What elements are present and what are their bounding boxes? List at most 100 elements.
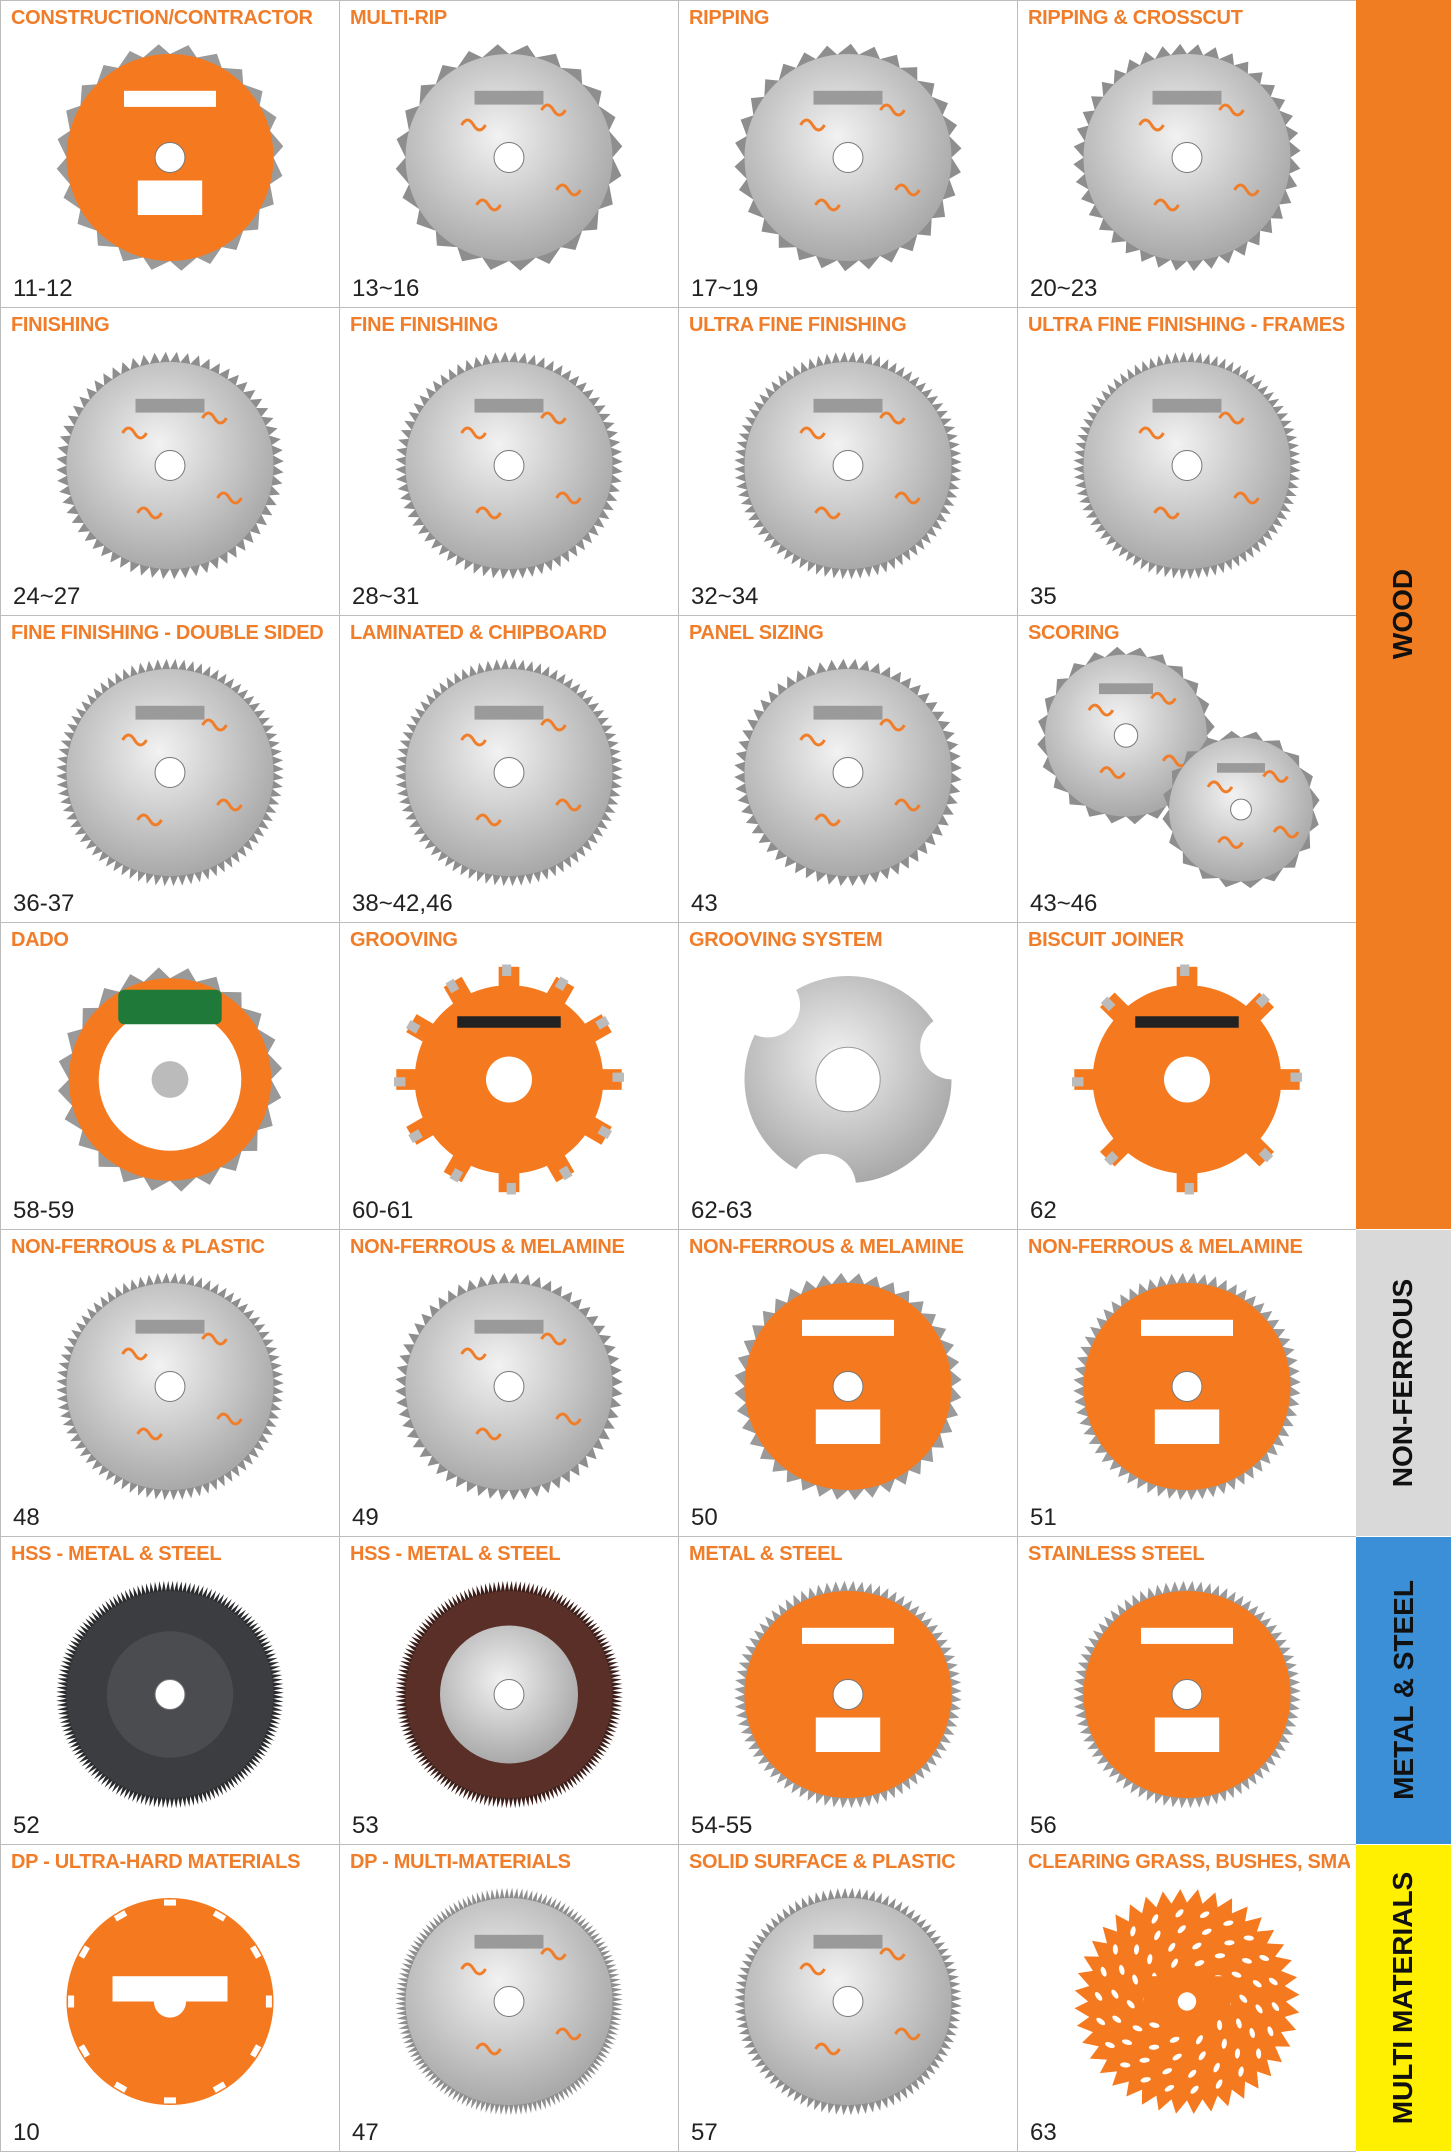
cell-title: GROOVING SYSTEM <box>689 928 883 951</box>
catalog-cell[interactable]: FINE FINISHING 28~31 <box>340 308 679 616</box>
page-reference: 35 <box>1030 582 1057 610</box>
catalog-cell[interactable]: NON-FERROUS & PLASTIC 48 <box>1 1230 340 1538</box>
catalog-cell[interactable]: HSS - METAL & STEEL 53 <box>340 1537 679 1845</box>
saw-blade-icon <box>395 44 623 272</box>
cell-title: LAMINATED & CHIPBOARD <box>350 621 607 644</box>
saw-blade-icon <box>734 351 962 579</box>
catalog-cell[interactable]: NON-FERROUS & MELAMINE 50 <box>679 1230 1018 1538</box>
saw-blade-icon <box>1073 1580 1301 1808</box>
saw-blade-icon <box>1073 1273 1301 1501</box>
page-reference: 28~31 <box>352 582 420 610</box>
category-label-text: MULTI MATERIALS <box>1387 1871 1419 2125</box>
cell-title: GROOVING <box>350 928 458 951</box>
cell-title: ULTRA FINE FINISHING - FRAMES <box>1028 314 1345 337</box>
cell-title: STAINLESS STEEL <box>1028 1543 1205 1566</box>
page-reference: 62-63 <box>691 1197 753 1225</box>
page-reference: 17~19 <box>691 275 759 303</box>
page-reference: 56 <box>1030 1811 1057 1839</box>
cell-title: METAL & STEEL <box>689 1543 843 1566</box>
saw-blade-icon <box>395 1887 623 2116</box>
catalog-cell[interactable]: CONSTRUCTION/CONTRACTOR 11-12 <box>1 1 340 309</box>
cell-title: MULTI-RIP <box>350 7 447 29</box>
cell-title: DP - ULTRA-HARD MATERIALS <box>11 1850 301 1873</box>
page-reference: 54-55 <box>691 1811 753 1839</box>
catalog-cell[interactable]: NON-FERROUS & MELAMINE 51 <box>1018 1230 1357 1538</box>
catalog-cell[interactable]: DP - ULTRA-HARD MATERIALS 10 <box>1 1844 340 2152</box>
page-reference: 49 <box>352 1504 379 1532</box>
catalog-cell[interactable]: ULTRA FINE FINISHING - FRAMES 35 <box>1018 308 1357 616</box>
cell-title: HSS - METAL & STEEL <box>350 1543 561 1566</box>
cell-title: DP - MULTI-MATERIALS <box>350 1850 571 1873</box>
catalog-cell[interactable]: METAL & STEEL 54-55 <box>679 1537 1018 1845</box>
saw-blade-icon <box>735 973 985 1219</box>
saw-blade-icon <box>1073 44 1301 272</box>
catalog-cell[interactable]: DP - MULTI-MATERIALS 47 <box>340 1844 679 2152</box>
page-reference: 38~42,46 <box>352 889 453 917</box>
cell-title: NON-FERROUS & MELAMINE <box>1028 1236 1303 1259</box>
catalog-cell[interactable]: LAMINATED & CHIPBOARD 38~42,46 <box>340 615 679 923</box>
cell-title: ULTRA FINE FINISHING <box>689 314 907 337</box>
saw-blade-icon <box>1074 1888 1300 2114</box>
page-reference: 51 <box>1030 1504 1057 1532</box>
page-reference: 63 <box>1030 2118 1057 2146</box>
catalog-cell[interactable]: RIPPING 17~19 <box>679 1 1018 309</box>
catalog-cell[interactable]: STAINLESS STEEL 56 <box>1018 1537 1357 1845</box>
saw-blade-icon <box>734 1887 962 2116</box>
catalog-cell[interactable]: HSS - METAL & STEEL 52 <box>1 1537 340 1845</box>
page-reference: 60-61 <box>352 1197 414 1225</box>
cell-title: PANEL SIZING <box>689 621 824 644</box>
page-reference: 32~34 <box>691 582 759 610</box>
catalog-cell[interactable]: RIPPING & CROSSCUT 20~23 <box>1018 1 1357 309</box>
catalog-cell[interactable]: GROOVING 60-61 <box>340 922 679 1231</box>
page-reference: 52 <box>13 1811 40 1839</box>
page-reference: 10 <box>13 2118 40 2146</box>
catalog-cell[interactable]: FINE FINISHING - DOUBLE SIDED 36-37 <box>1 615 340 923</box>
catalog-cell[interactable]: BISCUIT JOINER 62 <box>1018 922 1357 1231</box>
catalog-grid: CONSTRUCTION/CONTRACTOR 11-12 MULTI-RIP 13~… <box>0 0 1357 2152</box>
category-label: NON-FERROUS <box>1356 1229 1451 1538</box>
page-reference: 13~16 <box>352 275 420 303</box>
cell-title: NON-FERROUS & MELAMINE <box>689 1236 964 1259</box>
page-reference: 11-12 <box>13 275 73 303</box>
catalog-cell[interactable]: ULTRA FINE FINISHING 32~34 <box>679 308 1018 616</box>
saw-blade-icon <box>1073 351 1301 579</box>
saw-blade-icon <box>734 1580 962 1808</box>
saw-blade-icon <box>56 1580 284 1808</box>
page-reference: 47 <box>352 2118 379 2146</box>
cell-title: SOLID SURFACE & PLASTIC <box>689 1850 956 1873</box>
category-label: WOOD <box>1356 0 1451 1230</box>
catalog-cell[interactable]: SCORING 43~46 <box>1018 615 1357 923</box>
page-reference: 24~27 <box>13 582 81 610</box>
catalog-cell[interactable]: MULTI-RIP 13~16 <box>340 1 679 309</box>
saw-blade-icon <box>395 351 623 579</box>
page-reference: 43 <box>691 889 718 917</box>
catalog-cell[interactable]: GROOVING SYSTEM 62-63 <box>679 922 1018 1231</box>
category-label: MULTI MATERIALS <box>1356 1844 1451 2152</box>
catalog-cell[interactable]: FINISHING 24~27 <box>1 308 340 616</box>
saw-blade-icon <box>57 967 283 1192</box>
page-reference: 43~46 <box>1030 889 1098 917</box>
cell-title: NON-FERROUS & PLASTIC <box>11 1236 265 1259</box>
page-reference: 36-37 <box>13 889 75 917</box>
cell-title: DADO <box>11 928 69 951</box>
cell-title: FINISHING <box>11 314 110 337</box>
cell-title: HSS - METAL & STEEL <box>11 1543 222 1566</box>
catalog-cell[interactable]: NON-FERROUS & MELAMINE 49 <box>340 1230 679 1538</box>
page-reference: 57 <box>691 2118 718 2146</box>
saw-blade-icon <box>56 351 284 579</box>
cell-title: SCORING <box>1028 621 1120 644</box>
catalog-cell[interactable]: DADO 58-59 <box>1 922 340 1231</box>
cell-title: CLEARING GRASS, BUSHES, SMALL TREES <box>1028 1850 1350 1873</box>
catalog-cell[interactable]: SOLID SURFACE & PLASTIC 57 <box>679 1844 1018 2152</box>
catalog-cell[interactable]: CLEARING GRASS, BUSHES, SMALL TREES 63 <box>1018 1844 1357 2152</box>
saw-blade-icon <box>1072 964 1302 1195</box>
saw-blade-icon <box>1162 730 1320 888</box>
catalog-cell[interactable]: PANEL SIZING 43 <box>679 615 1018 923</box>
category-label-text: METAL & STEEL <box>1387 1580 1419 1801</box>
category-label: METAL & STEEL <box>1356 1537 1451 1845</box>
saw-blade-icon <box>66 1897 274 2105</box>
category-label-text: WOOD <box>1387 569 1419 660</box>
page-reference: 48 <box>13 1504 40 1532</box>
saw-blade-icon <box>395 1580 623 1808</box>
page-reference: 20~23 <box>1030 275 1098 303</box>
